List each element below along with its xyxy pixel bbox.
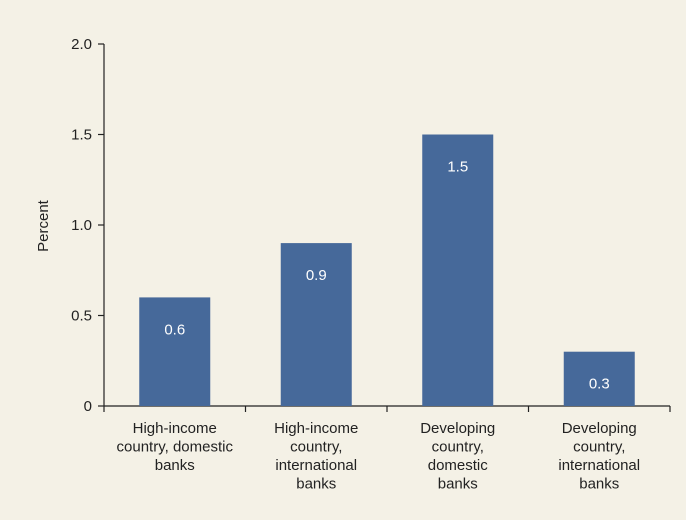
- bar: [280, 243, 352, 406]
- x-tick-label: Developing country, international banks: [558, 420, 640, 493]
- y-tick-label: 0.5: [71, 308, 92, 325]
- x-tick-label: High-income country, domestic banks: [117, 420, 234, 474]
- y-axis-label: Percent: [35, 199, 52, 252]
- y-tick-label: 1.0: [71, 217, 92, 234]
- bar-value-label: 0.3: [589, 376, 610, 393]
- bar: [563, 351, 635, 406]
- x-tick-label: High-income country, international banks: [274, 420, 358, 493]
- bar-value-label: 0.6: [164, 321, 185, 338]
- bar: [422, 134, 494, 406]
- y-tick-label: 1.5: [71, 127, 92, 144]
- y-tick-label: 2.0: [71, 36, 92, 53]
- bar: [139, 297, 211, 406]
- bar-value-label: 1.5: [447, 159, 468, 176]
- bar-value-label: 0.9: [306, 267, 327, 284]
- x-tick-labels: High-income country, domestic banks High-in…: [117, 420, 641, 493]
- y-tick-label: 0: [84, 398, 92, 415]
- y-axis: 0 0.5 1.0 1.5 2.0: [71, 36, 105, 415]
- bar-value-labels: 0.6 0.9 1.5 0.3: [164, 159, 609, 393]
- x-tick-label: Developing country, domestic banks: [420, 420, 495, 493]
- bars: [139, 134, 635, 406]
